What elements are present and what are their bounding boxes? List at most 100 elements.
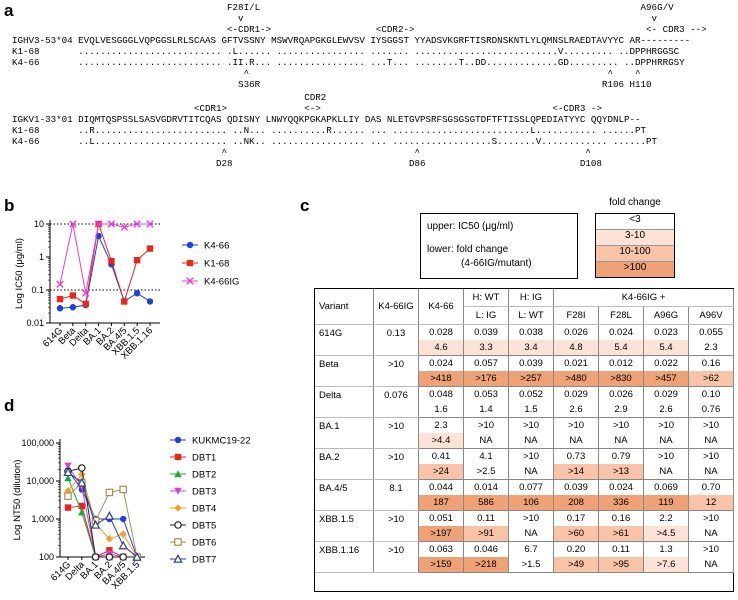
row-k466ig-ic50: >10 <box>373 510 419 542</box>
cell-fold-change: 2.3 <box>688 340 734 356</box>
info-lower: lower: fold change <box>427 244 509 255</box>
cell-fold-change: 208 <box>553 495 599 511</box>
th-hwt: H: WT <box>463 289 509 307</box>
cell-ic50: 0.057 <box>463 355 509 371</box>
th-k466ig: K4-66IG <box>373 289 419 325</box>
cell-ic50: 1.3 <box>643 541 689 557</box>
y-tick-label: 0.01 <box>26 318 44 328</box>
cell-ic50: >10 <box>688 510 734 526</box>
cell-fold-change: NA <box>688 526 734 542</box>
cell-fold-change: >176 <box>463 371 509 387</box>
heavy-chain-alignment: F28I/L A96G/V v v <box>12 2 707 90</box>
row-variant: BA.4/5 <box>315 479 374 511</box>
cell-fold-change: NA <box>688 433 734 449</box>
cell-ic50: 0.021 <box>553 355 599 371</box>
data-point <box>108 257 115 265</box>
cell-fold-change: 2.6 <box>643 402 689 418</box>
cell-ic50: >10 <box>643 417 689 433</box>
cell-fold-change: 3.3 <box>463 340 509 356</box>
cell-ic50: 0.052 <box>508 386 554 402</box>
cell-fold-change: 3.4 <box>508 340 554 356</box>
cell-ic50: >10 <box>643 448 689 464</box>
cell-ic50: 0.70 <box>688 479 734 495</box>
cell-ic50: 0.055 <box>688 324 734 340</box>
cell-fold-change: 187 <box>418 495 464 511</box>
data-point <box>56 295 64 303</box>
cell-ic50: 0.023 <box>643 324 689 340</box>
cell-ic50: >10 <box>688 417 734 433</box>
cell-fold-change: 2.6 <box>553 402 599 418</box>
cell-fold-change: 119 <box>643 495 689 511</box>
cell-fold-change: >218 <box>463 557 509 573</box>
th-k466ig-plus: K4-66IG + <box>553 289 734 307</box>
cell-fold-change: 4.6 <box>418 340 464 356</box>
row-k466ig-ic50: 0.076 <box>373 386 419 418</box>
cell-ic50: 0.026 <box>553 324 599 340</box>
row-variant: XBB.1.5 <box>315 510 374 542</box>
cell-fold-change: 1.4 <box>463 402 509 418</box>
cell-fold-change: 5.4 <box>598 340 644 356</box>
info-lower-sub: (4-66IG/mutant) <box>461 258 532 269</box>
cell-fold-change: 4.8 <box>553 340 599 356</box>
fold-change-title: fold change <box>609 197 661 208</box>
cell-ic50: 0.022 <box>643 355 689 371</box>
cell-ic50: 0.11 <box>463 510 509 526</box>
cell-fold-change: >257 <box>508 371 554 387</box>
row-k466ig-ic50: >10 <box>373 448 419 480</box>
cell-ic50: 0.024 <box>598 324 644 340</box>
data-point <box>107 220 116 228</box>
legend-marker <box>186 259 194 267</box>
cell-fold-change: >49 <box>553 557 599 573</box>
cell-fold-change: >95 <box>598 557 644 573</box>
th-sub: L: WT <box>508 306 554 325</box>
cell-ic50: 0.20 <box>553 541 599 557</box>
cell-ic50: >10 <box>508 448 554 464</box>
light-chain-alignment: CDR2 <CDR1> <-> <-CDR3 -> IGKV1-33*01 DI… <box>12 92 658 169</box>
cell-ic50: 0.028 <box>418 324 464 340</box>
cell-fold-change: >197 <box>418 526 464 542</box>
cell-ic50: 2.2 <box>643 510 689 526</box>
cell-ic50: 0.024 <box>598 479 644 495</box>
cell-fold-change: 2.9 <box>598 402 644 418</box>
fold-level: >100 <box>596 262 674 277</box>
cell-fold-change: 586 <box>463 495 509 511</box>
cell-ic50: 0.046 <box>463 541 509 557</box>
data-point <box>69 220 77 228</box>
cell-fold-change: NA <box>553 433 599 449</box>
cell-ic50: 0.051 <box>418 510 464 526</box>
cell-fold-change: NA <box>598 433 644 449</box>
row-variant: 614G <box>315 324 374 356</box>
row-k466ig-ic50: 8.1 <box>373 479 419 511</box>
cell-fold-change: >1.5 <box>508 557 554 573</box>
cell-ic50: 0.029 <box>553 386 599 402</box>
th-sub: F28L <box>598 306 644 325</box>
cell-fold-change: >830 <box>598 371 644 387</box>
fold-level: <3 <box>596 214 674 230</box>
row-variant: BA.1 <box>315 417 374 449</box>
cell-fold-change: >24 <box>418 464 464 480</box>
cell-ic50: 0.077 <box>508 479 554 495</box>
cell-ic50: 0.039 <box>508 355 554 371</box>
cell-ic50: 0.053 <box>463 386 509 402</box>
data-point <box>69 292 77 299</box>
panel-d-label: d <box>4 396 15 415</box>
info-box: upper: IC50 (μg/ml) lower: fold change (… <box>420 213 578 279</box>
th-sub: F28I <box>553 306 599 325</box>
cell-fold-change: >62 <box>688 371 734 387</box>
cell-fold-change: >4.5 <box>643 526 689 542</box>
variant-table: Variant K4-66IG K4-66 H: WT H: IG K4-66IG + L:… <box>315 289 734 573</box>
cell-ic50: 0.024 <box>418 355 464 371</box>
cell-ic50: 0.063 <box>418 541 464 557</box>
cell-ic50: 0.029 <box>643 386 689 402</box>
cell-ic50: 0.069 <box>643 479 689 495</box>
cell-ic50: 0.039 <box>463 324 509 340</box>
data-point <box>56 280 64 288</box>
row-variant: BA.2 <box>315 448 374 480</box>
cell-fold-change: 1.6 <box>418 402 464 418</box>
cell-ic50: 0.048 <box>418 386 464 402</box>
legend-label: K4-66 <box>204 241 229 252</box>
data-point <box>121 298 128 305</box>
th-sub: L: IG <box>463 306 509 325</box>
cell-ic50: 6.7 <box>508 541 554 557</box>
